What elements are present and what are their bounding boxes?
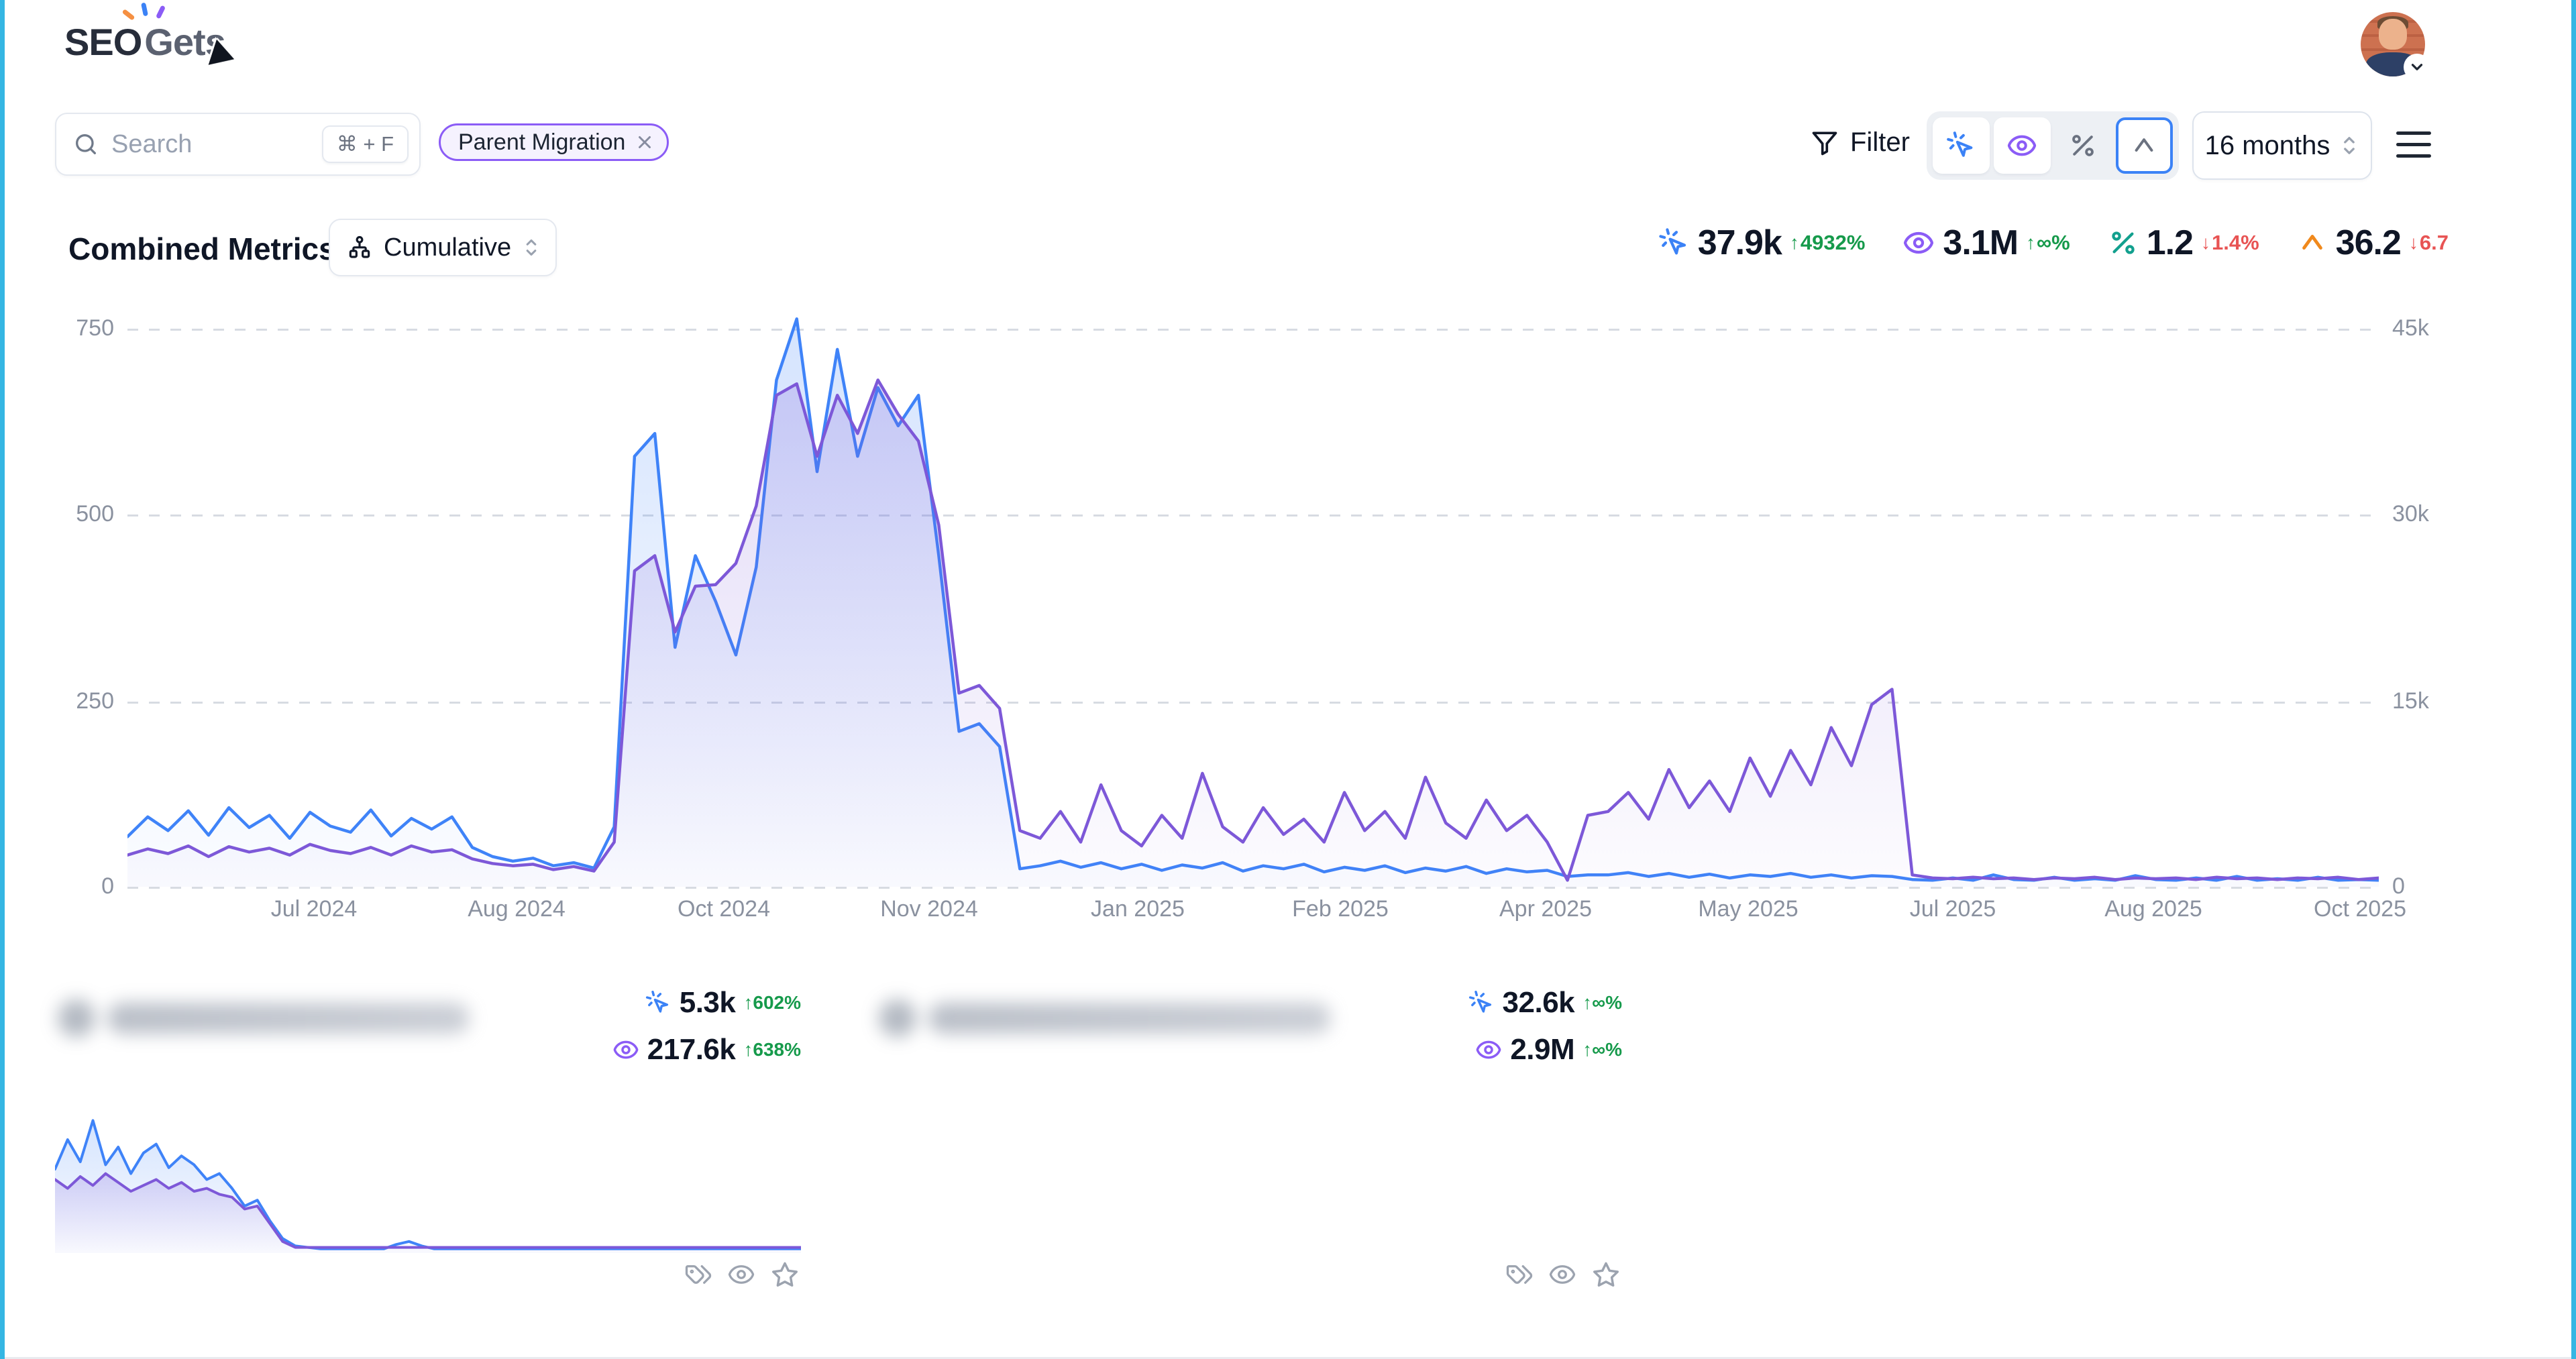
select-chevrons-icon	[2344, 137, 2355, 154]
page-title: Combined Metrics	[68, 231, 336, 266]
metric-impressions[interactable]: 3.1M ↑ ∞%	[1902, 223, 2070, 263]
card-metric-impressions: 217.6k ↑638%	[612, 1033, 801, 1067]
axis-tick-label: Jan 2025	[1091, 896, 1185, 922]
logo-text-secondary: Gets	[144, 21, 225, 63]
window-edge-left	[0, 0, 5, 1359]
axis-tick-label: 750	[76, 315, 114, 341]
axis-tick-label: 500	[76, 501, 114, 527]
toggle-impressions[interactable]	[1993, 117, 2051, 174]
percent-icon	[2112, 231, 2135, 254]
eye-icon	[613, 1040, 639, 1059]
axis-tick-label: 0	[101, 873, 114, 899]
chevron-down-icon[interactable]	[2404, 54, 2430, 80]
date-range-select[interactable]: 16 months	[2192, 111, 2372, 180]
card-metric-clicks: 32.6k ↑∞%	[1468, 986, 1622, 1020]
domain-card[interactable]: 5.3k ↑602% 217.6k ↑638%	[55, 986, 801, 1295]
view-mode-select[interactable]: Cumulative	[329, 219, 557, 276]
window-edge-bottom	[0, 1357, 2576, 1359]
click-icon	[1468, 990, 1491, 1013]
window-edge-right	[2571, 0, 2576, 1359]
axis-tick-label: 15k	[2392, 688, 2429, 714]
axis-tick-label: Aug 2025	[2104, 896, 2202, 922]
metric-position[interactable]: 36.2 ↓ 6.7	[2297, 223, 2449, 263]
user-menu[interactable]	[2361, 12, 2430, 80]
axis-tick-label: May 2025	[1698, 896, 1799, 922]
logo-spark-icon	[155, 5, 166, 19]
toggle-ctr[interactable]	[2055, 117, 2112, 174]
axis-tick-label: 45k	[2392, 315, 2429, 341]
blurred-domain-name	[879, 999, 1331, 1037]
summary-metrics: 37.9k ↑ 4932% 3.1M ↑ ∞% 1.2 ↓ 1.4% 36.2 ↓ 6.…	[1658, 223, 2449, 263]
axis-tick-label: Feb 2025	[1292, 896, 1389, 922]
eye-icon[interactable]	[727, 1260, 755, 1289]
remove-tag-icon[interactable]	[635, 132, 655, 152]
position-icon	[2135, 138, 2153, 152]
card-metrics: 32.6k ↑∞% 2.9M ↑∞%	[1468, 986, 1622, 1067]
metric-ctr[interactable]: 1.2 ↓ 1.4%	[2108, 223, 2259, 263]
filter-button-label: Filter	[1850, 127, 1910, 157]
logo-spark-icon	[140, 2, 149, 17]
select-chevrons-icon	[526, 239, 537, 256]
star-icon[interactable]	[1591, 1260, 1621, 1289]
click-icon	[645, 990, 668, 1013]
card-metric-impressions: 2.9M ↑∞%	[1475, 1033, 1622, 1067]
percent-icon	[2072, 135, 2094, 156]
domain-card[interactable]: 32.6k ↑∞% 2.9M ↑∞%	[876, 986, 1622, 1295]
axis-tick-label: Jul 2025	[1909, 896, 1996, 922]
eye-icon	[1476, 1040, 1501, 1059]
card-actions	[1505, 1260, 1621, 1289]
blurred-domain-name	[58, 999, 470, 1037]
search-icon	[76, 134, 96, 154]
axis-tick-label: Oct 2024	[678, 896, 770, 922]
eye-icon	[1904, 231, 1934, 254]
menu-button[interactable]	[2396, 131, 2431, 158]
gridline	[127, 329, 2379, 331]
logo-spark-icon	[121, 9, 136, 21]
axis-tick-label: Oct 2025	[2314, 896, 2406, 922]
metric-toggle-group	[1927, 111, 2179, 180]
gridline	[127, 514, 2379, 517]
view-mode-value: Cumulative	[384, 233, 512, 262]
axis-tick-label: 0	[2392, 873, 2405, 899]
filter-button[interactable]: Filter	[1810, 127, 1910, 158]
combined-metrics-chart[interactable]	[127, 309, 2379, 887]
hierarchy-icon	[349, 235, 370, 258]
search-placeholder: Search	[111, 129, 193, 158]
axis-tick-label: Apr 2025	[1499, 896, 1592, 922]
search-shortcut-badge: ⌘ + F	[321, 125, 409, 163]
funnel-icon	[1812, 131, 1837, 155]
date-range-value: 16 months	[2204, 130, 2330, 160]
axis-tick-label: Aug 2024	[468, 896, 566, 922]
card-actions	[684, 1260, 800, 1289]
axis-tick-label: Nov 2024	[880, 896, 978, 922]
search-input[interactable]: Search ⌘ + F	[55, 113, 421, 176]
click-icon	[1659, 228, 1686, 255]
app-logo[interactable]: SEO Gets	[64, 2, 239, 72]
filter-tag-label: Parent Migration	[458, 129, 626, 155]
tags-icon[interactable]	[684, 1260, 712, 1289]
gridline	[127, 887, 2379, 889]
tags-icon[interactable]	[1505, 1260, 1534, 1289]
eye-icon[interactable]	[1548, 1260, 1576, 1289]
axis-tick-label: 250	[76, 688, 114, 714]
axis-tick-label: Jul 2024	[270, 896, 358, 922]
card-metrics: 5.3k ↑602% 217.6k ↑638%	[612, 986, 801, 1067]
metric-clicks[interactable]: 37.9k ↑ 4932%	[1658, 223, 1865, 263]
toggle-clicks[interactable]	[1933, 117, 1990, 174]
star-icon[interactable]	[770, 1260, 800, 1289]
click-icon	[1947, 131, 1973, 157]
axis-tick-label: 30k	[2392, 501, 2429, 527]
logo-text-primary: SEO	[64, 21, 142, 63]
filter-tag[interactable]: Parent Migration	[439, 123, 669, 161]
card-metric-clicks: 5.3k ↑602%	[645, 986, 801, 1020]
domain-mini-chart[interactable]	[55, 1100, 801, 1253]
position-icon	[2302, 235, 2322, 250]
toggle-position[interactable]	[2115, 117, 2173, 174]
eye-icon	[2008, 135, 2037, 156]
gridline	[127, 702, 2379, 704]
